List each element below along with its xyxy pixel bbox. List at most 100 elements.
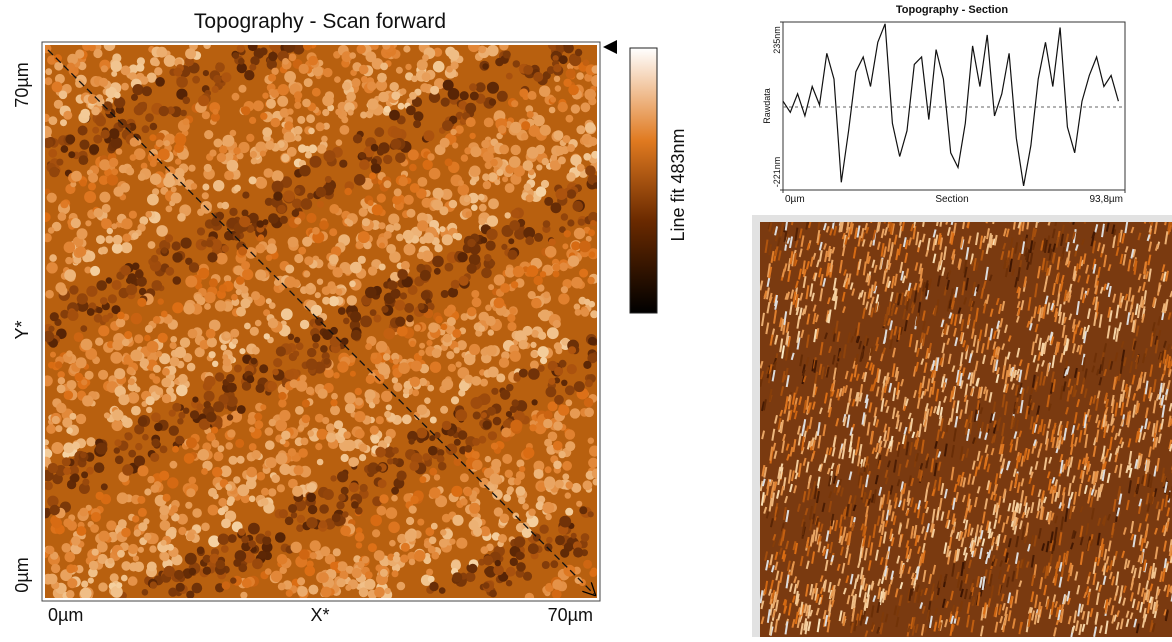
grain bbox=[156, 140, 164, 148]
grain bbox=[66, 564, 75, 573]
grain bbox=[429, 487, 440, 498]
grain bbox=[384, 180, 392, 188]
grain bbox=[250, 327, 259, 336]
grain bbox=[450, 129, 456, 135]
grain bbox=[493, 565, 504, 576]
grain bbox=[252, 450, 261, 459]
grain bbox=[529, 424, 536, 431]
grain bbox=[212, 361, 218, 367]
grain bbox=[44, 481, 53, 490]
grain bbox=[86, 437, 95, 446]
grain bbox=[360, 484, 368, 492]
grain bbox=[559, 55, 568, 64]
grain bbox=[506, 580, 512, 586]
grain bbox=[244, 70, 254, 80]
grain bbox=[445, 263, 454, 272]
grain bbox=[499, 358, 509, 368]
grain bbox=[104, 412, 110, 418]
grain bbox=[201, 523, 210, 532]
grain bbox=[268, 213, 279, 224]
grain bbox=[567, 189, 577, 199]
grain bbox=[169, 426, 179, 436]
grain bbox=[348, 457, 358, 467]
grain bbox=[226, 374, 235, 383]
grain bbox=[488, 198, 499, 209]
grain bbox=[266, 457, 277, 468]
grain bbox=[170, 342, 177, 349]
grain bbox=[272, 181, 284, 193]
grain bbox=[429, 582, 438, 591]
grain bbox=[372, 529, 380, 537]
grain bbox=[397, 582, 406, 591]
grain bbox=[255, 244, 265, 254]
grain bbox=[81, 339, 93, 351]
grain bbox=[480, 379, 488, 387]
grain bbox=[570, 408, 580, 418]
grain bbox=[408, 149, 419, 160]
grain bbox=[116, 582, 122, 588]
grain bbox=[505, 183, 515, 193]
grain bbox=[542, 561, 550, 569]
grain bbox=[126, 284, 137, 295]
grain bbox=[419, 378, 427, 386]
grain bbox=[236, 307, 246, 317]
grain bbox=[352, 78, 361, 87]
grain bbox=[97, 542, 108, 553]
grain bbox=[306, 359, 318, 371]
grain bbox=[567, 144, 575, 152]
grain bbox=[332, 267, 342, 277]
grain bbox=[465, 445, 473, 453]
grain bbox=[488, 367, 499, 378]
grain bbox=[234, 365, 242, 373]
grain bbox=[396, 67, 403, 74]
grain bbox=[354, 174, 366, 186]
grain bbox=[546, 537, 553, 544]
grain bbox=[221, 545, 229, 553]
grain bbox=[58, 377, 65, 384]
grain bbox=[91, 107, 100, 116]
grain bbox=[565, 492, 571, 498]
grain bbox=[207, 337, 217, 347]
grain bbox=[100, 247, 108, 255]
grain bbox=[350, 262, 362, 274]
grain bbox=[318, 572, 329, 583]
grain bbox=[95, 116, 106, 127]
grain bbox=[166, 387, 174, 395]
grain bbox=[281, 308, 293, 320]
grain bbox=[529, 125, 541, 137]
grain bbox=[574, 228, 585, 239]
grain bbox=[371, 353, 377, 359]
grain bbox=[341, 338, 348, 345]
grain bbox=[514, 536, 525, 547]
grain bbox=[138, 508, 147, 517]
grain bbox=[121, 528, 131, 538]
grain bbox=[45, 68, 52, 75]
grain bbox=[553, 421, 563, 431]
grain bbox=[339, 160, 347, 168]
grain bbox=[359, 152, 366, 159]
grain bbox=[268, 52, 277, 61]
grain bbox=[423, 232, 434, 243]
grain bbox=[564, 565, 576, 577]
grain bbox=[568, 255, 579, 266]
grain bbox=[255, 420, 264, 429]
grain bbox=[212, 86, 219, 93]
grain bbox=[471, 376, 481, 386]
grain bbox=[329, 204, 339, 214]
grain bbox=[170, 461, 178, 469]
grain bbox=[367, 81, 376, 90]
grain bbox=[469, 503, 480, 514]
grain bbox=[413, 120, 421, 128]
grain bbox=[320, 345, 328, 353]
grain bbox=[154, 67, 162, 75]
grain bbox=[242, 192, 249, 199]
grain bbox=[402, 414, 412, 424]
grain bbox=[129, 562, 138, 571]
grain bbox=[510, 351, 521, 362]
grain bbox=[268, 381, 278, 391]
grain bbox=[571, 241, 580, 250]
grain bbox=[359, 454, 366, 461]
grain bbox=[563, 135, 571, 143]
grain bbox=[464, 147, 471, 154]
